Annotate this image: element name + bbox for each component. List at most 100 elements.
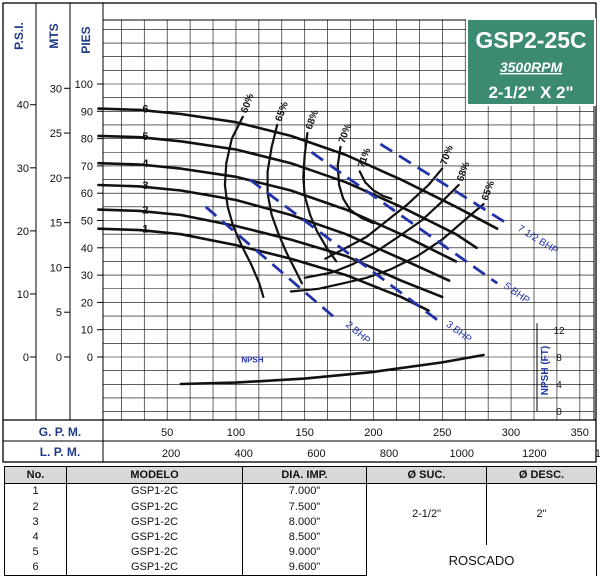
bhp-label: 7 1/2 BHP bbox=[515, 223, 560, 257]
cell-modelo: GSP1-2C bbox=[66, 514, 243, 530]
table-row: 4 GSP1-2C 8.500" bbox=[4, 529, 597, 545]
impeller-curve-label: 1 bbox=[142, 224, 148, 236]
bhp-label: 2 BHP bbox=[343, 319, 372, 346]
impeller-curve-4 bbox=[97, 161, 458, 263]
cell-connection: ROSCADO bbox=[366, 544, 597, 576]
table-row: 3 GSP1-2C 8.000" bbox=[4, 514, 597, 530]
cell-modelo: GSP1-2C bbox=[66, 559, 243, 576]
cell-dia: 8.000" bbox=[242, 514, 367, 530]
table-header-row: No. MODELO DIA. IMP. Ø SUC. Ø DESC. bbox=[4, 465, 597, 485]
impeller-curve-2 bbox=[97, 208, 444, 299]
cell-no: 6 bbox=[4, 559, 67, 576]
mts-tick-label: 30 bbox=[50, 83, 62, 95]
npsh-axis-title: NPSH (FT) bbox=[540, 346, 551, 395]
title-box-background bbox=[466, 18, 596, 106]
cell-no: 5 bbox=[4, 544, 67, 560]
col-header-modelo: MODELO bbox=[66, 465, 243, 485]
npsh-curve bbox=[179, 353, 485, 386]
gpm-tick-label: 250 bbox=[433, 427, 451, 439]
pump-speed: 3500RPM bbox=[500, 59, 563, 75]
efficiency-label: 68% bbox=[304, 108, 321, 131]
impeller-curve-label: 6 bbox=[142, 104, 148, 116]
mts-tick-label: 5 bbox=[56, 307, 62, 319]
impeller-curve-1 bbox=[97, 227, 430, 312]
bhp-line bbox=[204, 205, 340, 323]
lpm-tick-label: 800 bbox=[380, 448, 398, 460]
pies-tick-label: 80 bbox=[81, 134, 93, 146]
efficiency-label: 70% bbox=[439, 144, 456, 167]
psi-tick-label: 40 bbox=[17, 100, 29, 112]
cell-dia: 9.600" bbox=[242, 559, 367, 576]
cell-discharge: 2" bbox=[486, 483, 597, 545]
col-header-suc: Ø SUC. bbox=[366, 465, 487, 485]
impeller-curve-label: 5 bbox=[142, 131, 148, 143]
psi-tick-label: 20 bbox=[17, 226, 29, 238]
cell-no: 3 bbox=[4, 514, 67, 530]
spec-table: No. MODELO DIA. IMP. Ø SUC. Ø DESC. 1 GS… bbox=[4, 465, 597, 576]
efficiency-curve bbox=[266, 123, 303, 285]
impeller-curve-label: 2 bbox=[142, 205, 148, 217]
cell-dia: 7.500" bbox=[242, 499, 367, 515]
bhp-line bbox=[310, 151, 499, 285]
col-header-no: No. bbox=[4, 465, 67, 485]
efficiency-curve bbox=[336, 145, 375, 225]
title-box: GSP2-25C 3500RPM 2-1/2" X 2" bbox=[466, 18, 596, 106]
pies-tick-label: 30 bbox=[81, 270, 93, 282]
psi-axis-title: P.S.I. bbox=[12, 22, 26, 50]
mts-tick-label: 0 bbox=[56, 352, 62, 364]
gpm-axis-title: G. P. M. bbox=[39, 425, 81, 439]
lpm-axis-title: L. P. M. bbox=[40, 445, 80, 459]
impeller-curve-label: 4 bbox=[142, 158, 149, 170]
pies-tick-label: 20 bbox=[81, 297, 93, 309]
table-row: 1 GSP1-2C 7.000" 2-1/2" 2" bbox=[4, 483, 597, 545]
cell-no: 4 bbox=[4, 529, 67, 545]
impeller-curves: 1 2 3 4 5 6 bbox=[97, 104, 499, 312]
cell-modelo: GSP1-2C bbox=[66, 529, 243, 545]
gpm-tick-label: 350 bbox=[571, 427, 589, 439]
chart-border bbox=[2, 2, 597, 463]
mts-tick-label: 20 bbox=[50, 173, 62, 185]
gpm-tick-label: 200 bbox=[364, 427, 382, 439]
pies-tick-label: 10 bbox=[81, 325, 93, 337]
gpm-tick-label: 50 bbox=[161, 427, 173, 439]
mts-tick-label: 25 bbox=[50, 128, 62, 140]
impeller-curve-6 bbox=[97, 107, 499, 230]
pies-tick-label: 40 bbox=[81, 243, 93, 255]
npsh-tick-label: 8 bbox=[556, 353, 562, 364]
pies-tick-label: 50 bbox=[81, 216, 93, 228]
pies-tick-label: 70 bbox=[81, 161, 93, 173]
pies-tick-label: 100 bbox=[75, 79, 93, 91]
pump-size: 2-1/2" X 2" bbox=[488, 83, 573, 102]
bhp-label: 5 BHP bbox=[502, 281, 532, 307]
pies-tick-label: 90 bbox=[81, 106, 93, 118]
gpm-tick-label: 100 bbox=[227, 427, 245, 439]
cell-no: 2 bbox=[4, 499, 67, 515]
pies-tick-label: 60 bbox=[81, 188, 93, 200]
table-row: 2 GSP1-2C 7.500" bbox=[4, 499, 597, 515]
lpm-tick-label: 1200 bbox=[522, 448, 546, 460]
mts-axis-title: MTS bbox=[47, 23, 61, 48]
bhp-line bbox=[379, 142, 512, 228]
col-header-desc: Ø DESC. bbox=[486, 465, 597, 485]
cell-no: 1 bbox=[4, 483, 67, 500]
impeller-curve-3 bbox=[97, 183, 451, 282]
table-row: 6 GSP1-2C 9.600" bbox=[4, 559, 597, 576]
axis-labels: 0102030405060708090100051015202530010203… bbox=[12, 22, 600, 460]
lpm-tick-label: 400 bbox=[235, 448, 253, 460]
efficiency-curve bbox=[289, 203, 485, 293]
efficiency-curves: 60% 65% 68%70%71% 70%68%65% bbox=[223, 92, 497, 298]
lpm-tick-label: 1000 bbox=[450, 448, 474, 460]
efficiency-label: 65% bbox=[480, 179, 497, 202]
npsh-tick-label: 0 bbox=[556, 407, 562, 418]
cell-modelo: GSP1-2C bbox=[66, 544, 243, 560]
efficiency-curve bbox=[324, 167, 444, 260]
cell-dia: 9.000" bbox=[242, 544, 367, 560]
efficiency-curve bbox=[303, 183, 460, 279]
psi-tick-label: 30 bbox=[17, 163, 29, 175]
cell-modelo: GSP1-2C bbox=[66, 483, 243, 500]
efficiency-label: 70% bbox=[337, 122, 354, 145]
mts-tick-label: 10 bbox=[50, 262, 62, 274]
lpm-tick-label: 200 bbox=[162, 448, 180, 460]
